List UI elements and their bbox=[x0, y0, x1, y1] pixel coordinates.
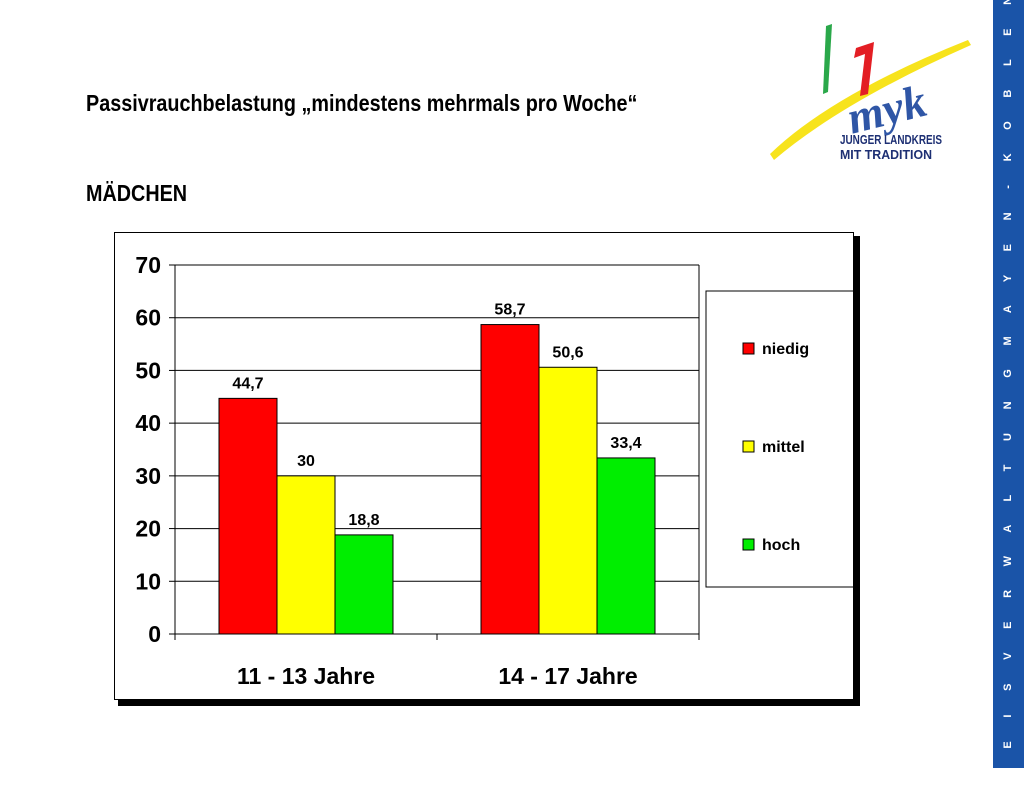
bar-hoch bbox=[596, 457, 656, 635]
legend-swatch-niedig bbox=[742, 342, 755, 355]
data-label: 33,4 bbox=[610, 435, 641, 452]
bar-hoch bbox=[334, 534, 394, 635]
bar-niedig bbox=[218, 397, 278, 635]
slide-subtitle: MÄDCHEN bbox=[86, 180, 188, 206]
data-label: 44,7 bbox=[232, 375, 263, 392]
logo-yellow-swoosh bbox=[770, 40, 971, 160]
y-tick-label: 30 bbox=[135, 463, 161, 489]
logo-green-stroke bbox=[823, 24, 832, 94]
legend-swatch-mittel bbox=[742, 440, 755, 453]
x-category-label: 14 - 17 Jahre bbox=[498, 663, 637, 689]
y-tick-label: 40 bbox=[135, 410, 161, 436]
legend-swatch-hoch bbox=[742, 538, 755, 551]
bar-chart: 0 10 20 30 40 50 60 70 11 - 13 Jahre 44,7 30 18,8 14… bbox=[135, 252, 853, 689]
y-tick-label: 10 bbox=[135, 568, 161, 594]
legend-label: mittel bbox=[762, 439, 805, 456]
y-tick-label: 20 bbox=[135, 516, 161, 542]
data-label: 30 bbox=[297, 453, 315, 470]
y-tick-label: 70 bbox=[135, 252, 161, 278]
bar-mittel bbox=[276, 475, 336, 635]
legend-box bbox=[705, 290, 853, 588]
chart-frame: 0 10 20 30 40 50 60 70 11 - 13 Jahre 44,7 30 18,8 14… bbox=[114, 232, 854, 700]
side-band-text: K R E I S V E R W A L T U N G M A Y E N … bbox=[1002, 0, 1014, 812]
bar-mittel bbox=[538, 366, 598, 635]
bar-niedig bbox=[480, 324, 540, 635]
logo-line1: JUNGER LANDKREIS bbox=[840, 132, 942, 147]
landkreis-logo: myk JUNGER LANDKREIS MIT TRADITION bbox=[770, 24, 971, 162]
slide-title: Passivrauchbelastung „mindestens mehrmal… bbox=[86, 90, 638, 116]
y-tick-label: 60 bbox=[135, 305, 161, 331]
logo-red-one bbox=[854, 42, 874, 96]
data-label: 50,6 bbox=[552, 344, 583, 361]
side-band bbox=[993, 0, 1024, 768]
legend-label: hoch bbox=[762, 537, 800, 554]
legend-label: niedig bbox=[762, 341, 809, 358]
data-label: 58,7 bbox=[494, 302, 525, 319]
data-label: 18,8 bbox=[348, 512, 379, 529]
x-category-label: 11 - 13 Jahre bbox=[237, 663, 375, 689]
logo-line2: MIT TRADITION bbox=[840, 147, 932, 162]
y-tick-label: 0 bbox=[148, 621, 161, 647]
y-tick-label: 50 bbox=[135, 357, 161, 383]
